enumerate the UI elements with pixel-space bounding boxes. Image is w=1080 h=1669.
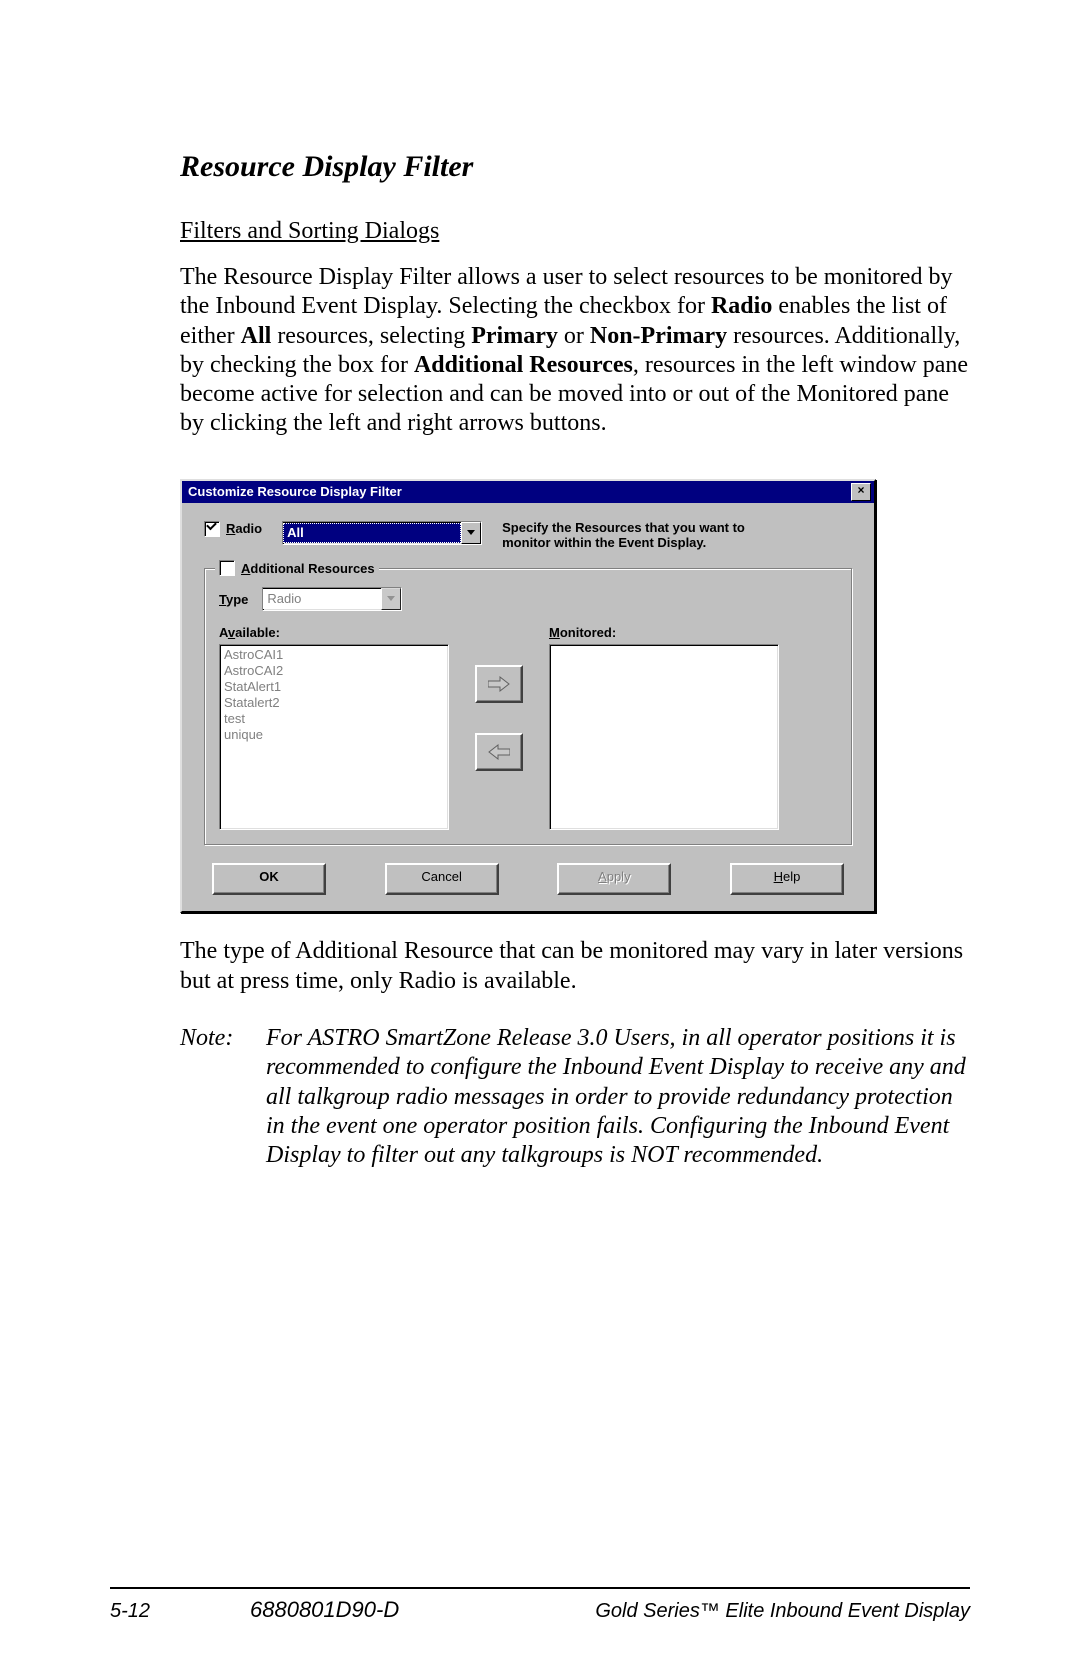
- available-listbox[interactable]: AstroCAI1AstroCAI2StatAlert1Statalert2te…: [219, 644, 449, 830]
- dialog-customize-resource-display-filter: Customize Resource Display Filter × Radi…: [180, 479, 876, 914]
- type-dropdown-value: Radio: [263, 589, 381, 609]
- radio-checkbox-label: Radio: [226, 521, 262, 536]
- paragraph-2: The type of Additional Resource that can…: [180, 937, 970, 996]
- radio-checkbox-row: Radio: [204, 521, 262, 537]
- dialog-hint-text: Specify the Resources that you want to m…: [502, 521, 762, 551]
- dialog-title: Customize Resource Display Filter: [188, 484, 851, 499]
- note-body: For ASTRO SmartZone Release 3.0 Users, i…: [266, 1024, 966, 1170]
- additional-resources-group: Additional Resources Type Radio: [204, 568, 852, 845]
- list-item[interactable]: test: [224, 711, 444, 727]
- additional-resources-label: Additional Resources: [241, 561, 375, 576]
- list-item[interactable]: unique: [224, 727, 444, 743]
- footer-doc-number: 6880801D90-D: [250, 1597, 510, 1623]
- chevron-down-icon[interactable]: [461, 522, 481, 544]
- arrow-left-icon: [488, 744, 510, 760]
- arrow-right-icon: [488, 676, 510, 692]
- footer-rule: [110, 1587, 970, 1589]
- type-label: Type: [219, 592, 248, 607]
- radio-filter-dropdown[interactable]: All: [282, 521, 482, 545]
- list-item[interactable]: AstroCAI1: [224, 647, 444, 663]
- subheading: Filters and Sorting Dialogs: [180, 218, 970, 245]
- available-label: Available:: [219, 625, 449, 640]
- move-right-button[interactable]: [475, 665, 523, 703]
- additional-resources-checkbox[interactable]: [219, 560, 235, 576]
- note-block: Note: For ASTRO SmartZone Release 3.0 Us…: [180, 1024, 970, 1170]
- chevron-down-icon: [381, 588, 401, 610]
- radio-checkbox[interactable]: [204, 521, 220, 537]
- apply-button[interactable]: Apply: [557, 863, 671, 895]
- footer-page-number: 5-12: [110, 1600, 250, 1623]
- cancel-button[interactable]: Cancel: [385, 863, 499, 895]
- list-item[interactable]: Statalert2: [224, 695, 444, 711]
- list-item[interactable]: StatAlert1: [224, 679, 444, 695]
- close-icon[interactable]: ×: [851, 483, 871, 501]
- monitored-label: Monitored:: [549, 625, 779, 640]
- page-footer: 5-12 6880801D90-D Gold Series™ Elite Inb…: [110, 1597, 970, 1623]
- list-item[interactable]: AstroCAI2: [224, 663, 444, 679]
- help-button[interactable]: Help: [730, 863, 844, 895]
- type-dropdown: Radio: [262, 587, 402, 611]
- monitored-listbox[interactable]: [549, 644, 779, 830]
- radio-filter-value: All: [283, 523, 461, 543]
- paragraph-1: The Resource Display Filter allows a use…: [180, 263, 970, 439]
- note-label: Note:: [180, 1024, 260, 1053]
- section-title: Resource Display Filter: [180, 150, 970, 184]
- dialog-titlebar: Customize Resource Display Filter ×: [182, 481, 874, 503]
- footer-product-name: Gold Series™ Elite Inbound Event Display: [510, 1600, 970, 1623]
- move-left-button[interactable]: [475, 733, 523, 771]
- ok-button[interactable]: OK: [212, 863, 326, 895]
